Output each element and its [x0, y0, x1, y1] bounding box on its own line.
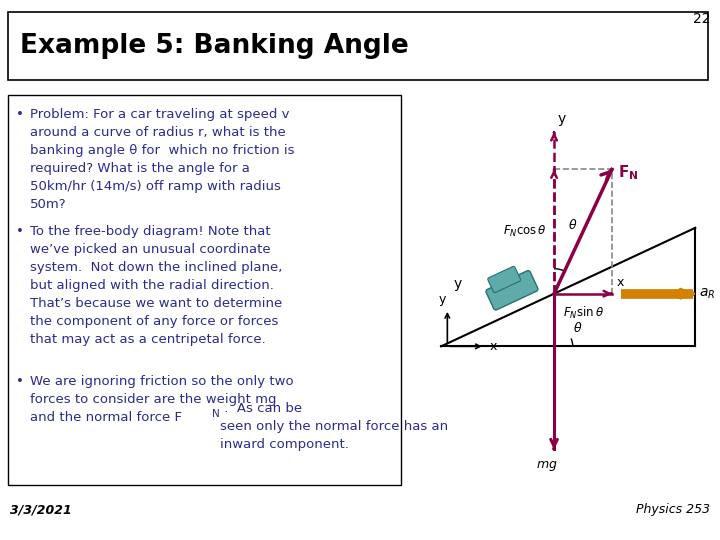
- Text: y: y: [558, 112, 566, 126]
- Text: $\theta$: $\theta$: [568, 218, 577, 232]
- Text: Physics 253: Physics 253: [636, 503, 710, 516]
- Text: y: y: [438, 293, 446, 306]
- Text: $mg$: $mg$: [536, 459, 557, 473]
- Text: x: x: [617, 276, 624, 289]
- Text: 3/3/2021: 3/3/2021: [10, 503, 72, 516]
- Text: x: x: [490, 340, 497, 353]
- Text: $F_N\cos\theta$: $F_N\cos\theta$: [503, 224, 546, 239]
- Text: •: •: [16, 375, 24, 388]
- Bar: [8, 12, 708, 80]
- Text: •: •: [16, 108, 24, 121]
- Text: Example 5: Banking Angle: Example 5: Banking Angle: [20, 33, 409, 59]
- FancyBboxPatch shape: [487, 266, 521, 293]
- Text: $a_R$: $a_R$: [699, 287, 716, 301]
- Text: 22: 22: [693, 12, 710, 26]
- Text: .  As can be
seen only the normal force has an
inward component.: . As can be seen only the normal force h…: [220, 402, 448, 451]
- Text: To the free-body diagram! Note that
we’ve picked an unusual coordinate
system.  : To the free-body diagram! Note that we’v…: [30, 225, 282, 346]
- FancyBboxPatch shape: [486, 271, 538, 310]
- Text: N: N: [212, 409, 220, 419]
- Text: $\theta$: $\theta$: [573, 321, 582, 335]
- Text: $\mathbf{F_N}$: $\mathbf{F_N}$: [618, 163, 639, 182]
- Text: We are ignoring friction so the only two
forces to consider are the weight mg
an: We are ignoring friction so the only two…: [30, 375, 294, 424]
- Bar: [8, 95, 401, 485]
- Text: •: •: [16, 225, 24, 238]
- Text: $F_N\sin\theta$: $F_N\sin\theta$: [562, 305, 603, 321]
- Text: y: y: [454, 278, 462, 292]
- Text: Problem: For a car traveling at speed v
around a curve of radius r, what is the
: Problem: For a car traveling at speed v …: [30, 108, 294, 211]
